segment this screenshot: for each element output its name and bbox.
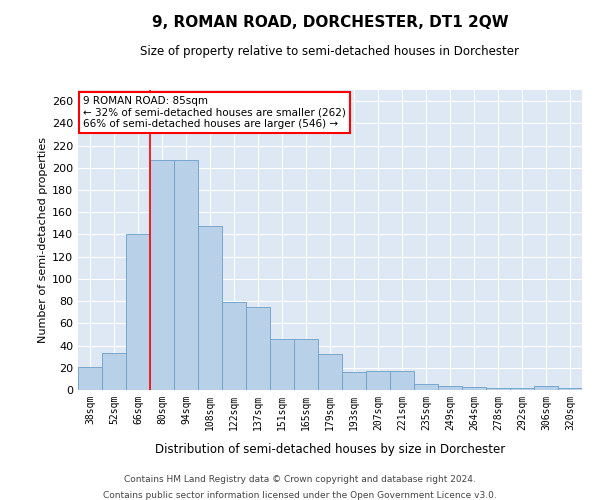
- Text: Size of property relative to semi-detached houses in Dorchester: Size of property relative to semi-detach…: [140, 45, 520, 58]
- Bar: [438, 386, 462, 390]
- Text: Distribution of semi-detached houses by size in Dorchester: Distribution of semi-detached houses by …: [155, 444, 505, 456]
- Bar: [294, 339, 318, 390]
- Bar: [270, 339, 294, 390]
- Y-axis label: Number of semi-detached properties: Number of semi-detached properties: [38, 137, 48, 343]
- Bar: [534, 386, 558, 390]
- Text: Contains HM Land Registry data © Crown copyright and database right 2024.: Contains HM Land Registry data © Crown c…: [124, 476, 476, 484]
- Text: Contains public sector information licensed under the Open Government Licence v3: Contains public sector information licen…: [103, 490, 497, 500]
- Bar: [558, 388, 582, 390]
- Bar: [198, 226, 222, 390]
- Text: 9 ROMAN ROAD: 85sqm
← 32% of semi-detached houses are smaller (262)
66% of semi-: 9 ROMAN ROAD: 85sqm ← 32% of semi-detach…: [83, 96, 346, 129]
- Bar: [462, 386, 486, 390]
- Bar: [174, 160, 198, 390]
- Bar: [126, 234, 150, 390]
- Bar: [390, 371, 414, 390]
- Bar: [318, 354, 342, 390]
- Bar: [222, 302, 246, 390]
- Bar: [150, 160, 174, 390]
- Bar: [414, 384, 438, 390]
- Bar: [78, 366, 102, 390]
- Bar: [486, 388, 510, 390]
- Bar: [246, 306, 270, 390]
- Bar: [366, 371, 390, 390]
- Text: 9, ROMAN ROAD, DORCHESTER, DT1 2QW: 9, ROMAN ROAD, DORCHESTER, DT1 2QW: [152, 15, 508, 30]
- Bar: [342, 372, 366, 390]
- Bar: [510, 388, 534, 390]
- Bar: [102, 354, 126, 390]
